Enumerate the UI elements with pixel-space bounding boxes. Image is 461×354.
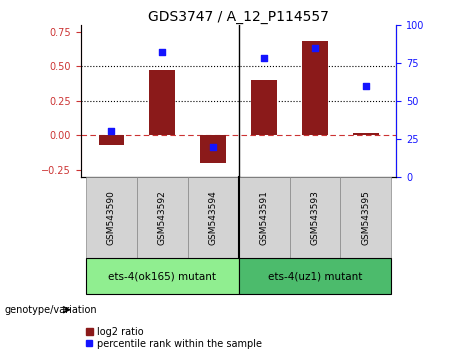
Point — [260, 56, 268, 61]
Legend: log2 ratio, percentile rank within the sample: log2 ratio, percentile rank within the s… — [86, 327, 262, 349]
Bar — [239, 258, 391, 294]
Bar — [149, 70, 175, 136]
Text: GSM543592: GSM543592 — [158, 190, 167, 245]
Text: ets-4(uz1) mutant: ets-4(uz1) mutant — [268, 271, 362, 281]
Text: genotype/variation: genotype/variation — [5, 305, 97, 315]
Bar — [86, 258, 239, 294]
Text: GSM543593: GSM543593 — [310, 190, 319, 245]
Point — [209, 144, 217, 149]
Bar — [99, 136, 124, 145]
Text: GSM543591: GSM543591 — [260, 190, 269, 245]
Text: GSM543594: GSM543594 — [208, 190, 218, 245]
Point — [311, 45, 319, 50]
Bar — [340, 177, 391, 258]
Point — [159, 49, 166, 55]
Bar — [201, 136, 226, 163]
Point — [362, 83, 370, 88]
Text: GSM543590: GSM543590 — [107, 190, 116, 245]
Bar — [353, 133, 378, 136]
Bar — [302, 41, 328, 136]
Bar — [86, 177, 137, 258]
Text: ets-4(ok165) mutant: ets-4(ok165) mutant — [108, 271, 216, 281]
Title: GDS3747 / A_12_P114557: GDS3747 / A_12_P114557 — [148, 10, 329, 24]
Bar — [290, 177, 340, 258]
Bar — [251, 80, 277, 136]
Bar — [188, 177, 239, 258]
Bar — [239, 177, 290, 258]
Bar — [137, 177, 188, 258]
Point — [107, 129, 115, 134]
Text: GSM543595: GSM543595 — [361, 190, 370, 245]
